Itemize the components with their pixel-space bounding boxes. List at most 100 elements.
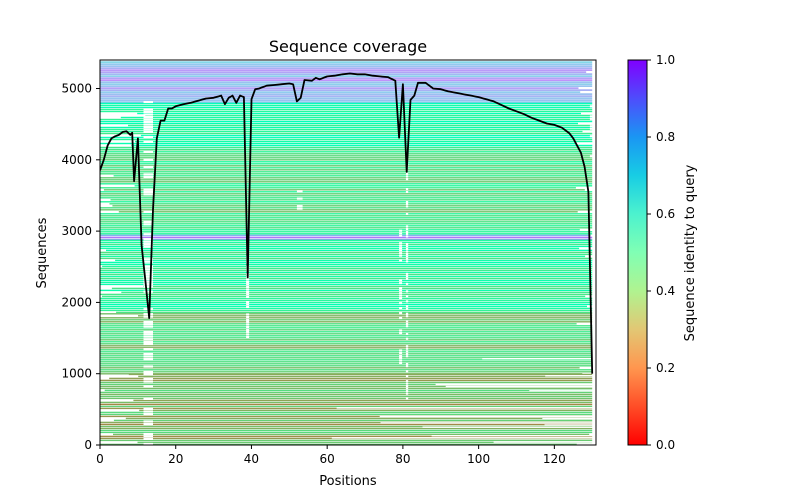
y-tick-label: 3000 xyxy=(61,224,92,238)
heatmap-row xyxy=(100,297,593,300)
heatmap-row xyxy=(100,327,593,329)
heatmap-row xyxy=(100,403,593,406)
coverage-gap xyxy=(143,125,153,128)
heatmap-row xyxy=(100,325,593,327)
heatmap-row xyxy=(100,104,593,107)
heatmap-row xyxy=(100,229,580,231)
heatmap-row xyxy=(100,138,593,141)
coverage-gap xyxy=(143,343,153,346)
chart-title: Sequence coverage xyxy=(269,37,427,56)
heatmap-row xyxy=(100,155,593,157)
coverage-gap xyxy=(246,333,250,336)
coverage-gap xyxy=(143,280,153,283)
heatmap-row xyxy=(100,401,593,404)
heatmap-row xyxy=(100,303,593,306)
coverage-gap xyxy=(405,320,409,323)
coverage-gap xyxy=(435,383,596,386)
heatmap-row xyxy=(104,389,593,392)
coverage-gap xyxy=(331,437,596,439)
heatmap-row xyxy=(100,383,593,386)
coverage-gap xyxy=(143,188,153,191)
coverage-gap xyxy=(405,382,409,385)
coverage-gap xyxy=(399,232,403,235)
coverage-gap xyxy=(143,420,153,423)
heatmap-row xyxy=(100,99,593,101)
coverage-gap xyxy=(143,340,153,343)
coverage-gap xyxy=(143,278,153,281)
heatmap-row xyxy=(100,253,593,256)
coverage-gap xyxy=(246,330,250,333)
heatmap-row xyxy=(116,311,593,314)
coverage-gap xyxy=(405,295,409,298)
coverage-gap xyxy=(422,426,596,428)
y-tick-label: 2000 xyxy=(61,295,92,309)
coverage-gap xyxy=(143,245,153,248)
heatmap-row xyxy=(100,435,593,438)
coverage-gap xyxy=(405,247,409,250)
coverage-gap xyxy=(143,130,153,133)
coverage-gap xyxy=(405,252,409,255)
heatmap-row xyxy=(100,234,591,237)
heatmap-row xyxy=(100,118,593,121)
heatmap-row xyxy=(100,283,593,286)
heatmap-row xyxy=(100,63,593,65)
coverage-gap xyxy=(405,307,409,310)
coverage-gap xyxy=(399,302,403,305)
coverage-gap xyxy=(399,356,403,359)
heatmap-row xyxy=(138,315,593,317)
coverage-gap xyxy=(296,207,303,210)
coverage-gap xyxy=(445,385,596,388)
colorbar-tick-label: 1.0 xyxy=(656,53,675,67)
heatmap-row xyxy=(100,261,593,264)
x-tick-label: 80 xyxy=(395,452,410,466)
coverage-gap xyxy=(589,127,593,130)
coverage-gap xyxy=(143,258,153,261)
coverage-gap xyxy=(143,108,153,111)
coverage-gap xyxy=(405,242,409,245)
heatmap-row xyxy=(100,179,593,181)
heatmap-row xyxy=(100,281,593,284)
heatmap-row xyxy=(115,259,593,262)
heatmap-row xyxy=(100,79,593,81)
heatmap-row xyxy=(100,341,593,343)
heatmap-row xyxy=(100,97,593,99)
heatmap-row xyxy=(100,89,593,91)
heatmap-row xyxy=(135,140,593,143)
coverage-gap xyxy=(589,117,593,120)
heatmap-row xyxy=(100,301,593,304)
coverage-gap xyxy=(405,325,409,328)
heatmap-row xyxy=(100,157,593,159)
coverage-gap xyxy=(405,230,409,233)
heatmap-row xyxy=(100,241,593,244)
coverage-gap xyxy=(246,288,250,291)
coverage-gap xyxy=(405,337,409,340)
heatmap-row xyxy=(100,421,593,424)
heatmap-row xyxy=(100,395,593,398)
heatmap-row xyxy=(100,293,593,296)
heatmap-row xyxy=(100,201,593,203)
coverage-gap xyxy=(405,350,409,353)
heatmap-row xyxy=(100,255,586,258)
heatmap-row xyxy=(100,136,593,139)
coverage-gap xyxy=(143,150,153,153)
coverage-gap xyxy=(405,375,409,378)
heatmap-row xyxy=(100,333,593,335)
coverage-gap xyxy=(405,347,409,350)
heatmap-row xyxy=(100,359,593,361)
coverage-gap xyxy=(143,220,153,223)
coverage-gap xyxy=(143,407,153,410)
heatmap-row xyxy=(100,83,593,85)
heatmap-row xyxy=(100,439,593,442)
coverage-gap xyxy=(143,175,153,178)
coverage-gap xyxy=(296,205,303,208)
heatmap-row xyxy=(100,130,583,133)
coverage-gap xyxy=(143,111,153,114)
heatmap-row xyxy=(100,238,593,241)
heatmap-row xyxy=(100,181,593,183)
coverage-gap xyxy=(143,135,153,138)
heatmap-row xyxy=(100,231,593,233)
coverage-gap xyxy=(399,332,403,335)
heatmap-row xyxy=(100,217,593,219)
coverage-gap xyxy=(143,290,153,293)
heatmap-row xyxy=(100,233,593,235)
